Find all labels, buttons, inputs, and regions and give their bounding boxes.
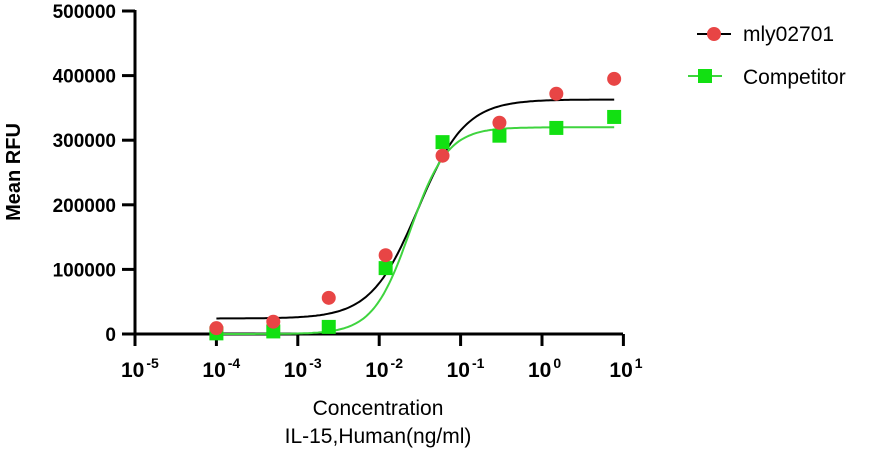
legend-label-competitor: Competitor — [743, 66, 846, 89]
fit-curve-competitor — [216, 126, 615, 335]
data-point-competitor — [378, 261, 393, 276]
x-tick-label: 10 -3 — [284, 355, 322, 382]
data-point-mly02701 — [435, 148, 450, 163]
y-tick-label: 0 — [105, 325, 116, 346]
y-tick-label: 300000 — [53, 131, 116, 152]
y-axis-label: Mean RFU — [3, 123, 25, 221]
data-point-mly02701 — [607, 71, 622, 86]
x-tick-label: 10 -4 — [202, 355, 240, 382]
legend-marker-mly02701 — [707, 27, 721, 41]
x-axis-label: Concentration — [313, 397, 444, 420]
x-axis-label-line2: IL-15,Human(ng/ml) — [285, 425, 472, 448]
y-tick-label: 200000 — [53, 196, 116, 217]
x-tick-label: 10 -2 — [365, 355, 403, 382]
data-points — [209, 71, 622, 341]
legend-marker-competitor — [698, 69, 712, 83]
y-axis: 500000 400000 300000 200000 100000 0 — [53, 2, 137, 346]
legend-item-mly02701: mly02701 — [697, 23, 834, 46]
data-point-competitor — [607, 109, 622, 124]
y-tick-label: 500000 — [53, 2, 116, 23]
data-point-competitor — [435, 135, 450, 150]
x-tick-label: 10 1 — [609, 355, 642, 382]
data-point-competitor — [266, 324, 281, 339]
data-point-competitor — [492, 128, 507, 143]
legend: mly02701 Competitor — [688, 23, 846, 89]
data-point-mly02701 — [378, 248, 393, 263]
x-axis: 10 -5 10 -4 10 -3 10 -2 10 -1 10 0 10 1 — [121, 332, 643, 382]
x-tick-label: 10 -1 — [447, 355, 485, 382]
data-point-competitor — [321, 319, 336, 334]
data-point-mly02701 — [266, 314, 281, 329]
x-tick-label: 10 -5 — [121, 355, 159, 382]
data-point-mly02701 — [321, 290, 336, 305]
legend-label-mly02701: mly02701 — [743, 23, 834, 46]
data-point-mly02701 — [549, 86, 564, 101]
data-point-competitor — [549, 120, 564, 135]
data-point-mly02701 — [492, 115, 507, 130]
fit-curves — [216, 98, 615, 335]
y-tick-label: 100000 — [53, 260, 116, 281]
y-tick-label: 400000 — [53, 67, 116, 88]
data-point-mly02701 — [209, 321, 224, 336]
x-tick-label: 10 0 — [528, 355, 561, 382]
legend-item-competitor: Competitor — [688, 66, 846, 89]
